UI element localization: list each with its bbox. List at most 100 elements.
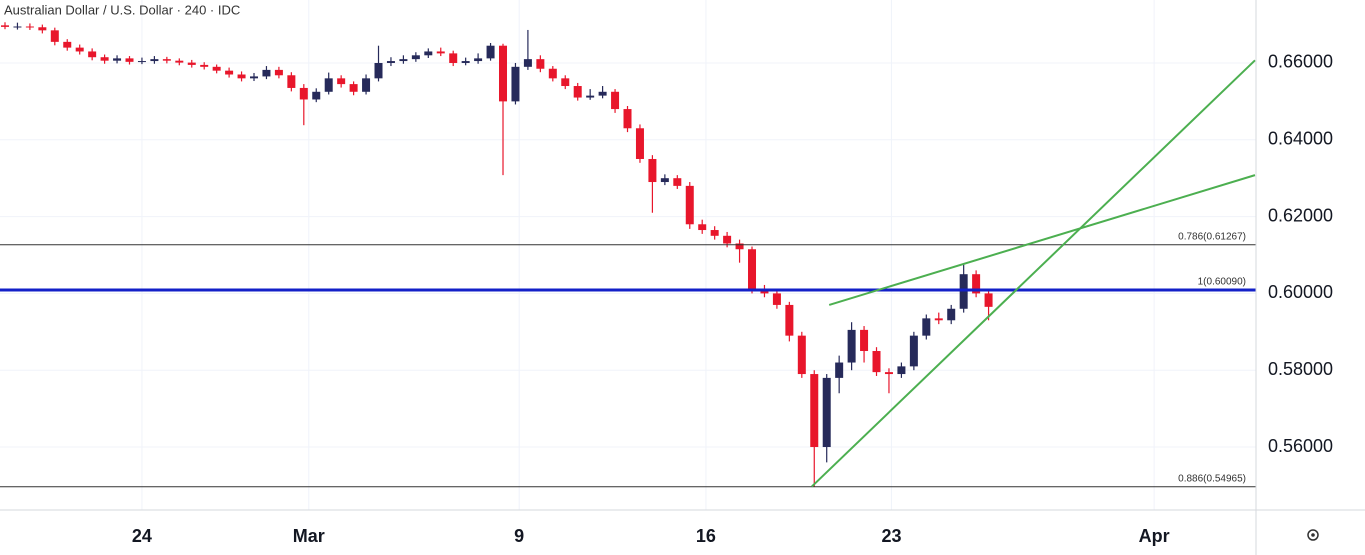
candle-body [598, 91, 607, 96]
y-tick-label: 0.64000 [1268, 129, 1333, 149]
candle-body [847, 329, 856, 363]
candle-body [934, 318, 943, 321]
candle-body [349, 84, 358, 92]
candle-body [735, 243, 744, 250]
candle-body [785, 304, 794, 336]
candle-body [436, 51, 445, 54]
candle-body [461, 61, 470, 63]
fib-label: 0.886(0.54965) [1178, 473, 1246, 484]
candle-body [984, 293, 993, 307]
candle-body [337, 78, 346, 85]
candle-body [486, 45, 495, 59]
candle-body [860, 329, 869, 352]
fib-label: 1(0.60090) [1198, 277, 1246, 288]
candle-body [137, 61, 146, 63]
candle-body [449, 53, 458, 63]
candle-body [100, 57, 109, 61]
candle-body [909, 335, 918, 367]
x-tick-label: Mar [293, 526, 325, 546]
candle-body [399, 59, 408, 62]
candle-body [797, 335, 806, 375]
candle-body [299, 87, 308, 100]
candle-body [13, 26, 22, 28]
candle-body [947, 308, 956, 321]
candle-body [959, 274, 968, 309]
candle-body [499, 45, 508, 102]
candle-body [374, 62, 383, 79]
candle-body [88, 51, 97, 58]
candle-body [75, 47, 84, 52]
candle-body [200, 64, 209, 67]
candle-body [274, 69, 283, 76]
candle-body [324, 78, 333, 92]
candle-body [922, 318, 931, 336]
x-tick-label: 16 [696, 526, 716, 546]
candle-body [511, 66, 520, 102]
x-tick-label: 9 [514, 526, 524, 546]
y-tick-label: 0.62000 [1268, 205, 1333, 225]
candle-body [523, 59, 532, 67]
candle-body [362, 78, 371, 92]
candle-body [635, 128, 644, 159]
candle-body [561, 78, 570, 87]
candle-body [113, 58, 122, 61]
grid [0, 0, 1256, 510]
candle-body [150, 59, 159, 62]
y-tick-label: 0.56000 [1268, 436, 1333, 456]
candle-body [723, 235, 732, 244]
candle-body [212, 66, 221, 71]
candle-body [660, 178, 669, 183]
candle-body [187, 62, 196, 65]
candle-body [748, 249, 757, 290]
x-tick-label: Apr [1139, 526, 1170, 546]
candle-body [872, 351, 881, 373]
candle-body [685, 185, 694, 225]
candle-body [536, 59, 545, 69]
candle-body [673, 178, 682, 186]
candle-body [262, 69, 271, 77]
candle-body [474, 58, 483, 62]
candle-body [835, 362, 844, 378]
candle-body [611, 91, 620, 110]
candle-body [698, 224, 707, 231]
trendline [811, 59, 1256, 488]
candle-body [162, 59, 171, 61]
plot-area [0, 22, 1256, 488]
settings-icon[interactable] [1307, 529, 1319, 541]
candle-body [38, 27, 47, 31]
chart-title: Australian Dollar / U.S. Dollar · 240 · … [4, 2, 240, 17]
candle-body [648, 158, 657, 183]
candle-body [175, 60, 184, 63]
candle-body [25, 26, 34, 28]
candle-body [411, 55, 420, 60]
candle-body [312, 91, 321, 100]
candle-body [573, 86, 582, 98]
candle-body [237, 74, 246, 79]
candle-body [125, 58, 134, 62]
candle-body [1, 25, 9, 27]
candle-body [710, 230, 719, 236]
candle-body [225, 70, 234, 75]
y-tick-label: 0.58000 [1268, 359, 1333, 379]
candle-body [586, 95, 595, 98]
candle-body [772, 293, 781, 305]
candle-body [623, 109, 632, 129]
candle-body [810, 374, 819, 448]
x-tick-label: 23 [881, 526, 901, 546]
candle-body [250, 76, 259, 79]
candle-body [287, 75, 296, 88]
candle-body [760, 289, 769, 294]
candle-body [972, 274, 981, 294]
y-tick-label: 0.66000 [1268, 52, 1333, 72]
candle-body [548, 68, 557, 79]
candle-body [50, 30, 59, 42]
y-tick-label: 0.60000 [1268, 282, 1333, 302]
x-tick-label: 24 [132, 526, 152, 546]
trendline [828, 174, 1256, 306]
candle-body [822, 377, 831, 448]
fib-label: 0.786(0.61267) [1178, 231, 1246, 242]
candle-body [884, 372, 893, 375]
candle-body [386, 61, 395, 63]
candle-body [897, 366, 906, 375]
